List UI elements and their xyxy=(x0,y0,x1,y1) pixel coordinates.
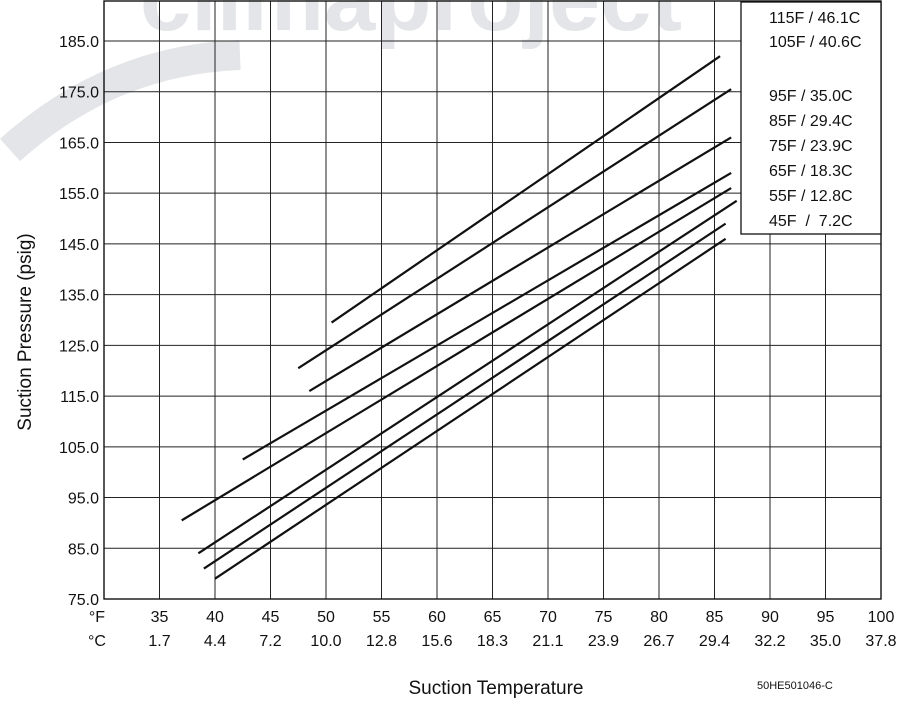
x-tick-label-f: 100 xyxy=(868,609,895,626)
x-tick-label-f: 75 xyxy=(595,609,613,626)
x-tick-label-c: 21.1 xyxy=(532,633,563,650)
legend-entry: 55F / 12.8C xyxy=(769,188,853,205)
y-tick-label: 125.0 xyxy=(59,338,99,355)
legend-entry: 85F / 29.4C xyxy=(769,113,853,130)
legend-entry: 115F / 46.1C xyxy=(769,10,860,27)
x-tick-label-f: 80 xyxy=(650,609,668,626)
series-line xyxy=(330,55,721,324)
x-tick-label-c: 26.7 xyxy=(643,633,674,650)
legend-entry: 45F / 7.2C xyxy=(769,213,853,230)
x-tick-label-f: 60 xyxy=(428,609,446,626)
x-axis-label: Suction Temperature xyxy=(409,678,584,699)
legend-entry: 95F / 35.0C xyxy=(769,88,853,105)
legend-entry: 105F / 40.6C xyxy=(769,34,862,51)
legend-box xyxy=(740,1,882,235)
x-unit-f: °F xyxy=(89,609,105,626)
y-tick-label: 185.0 xyxy=(59,34,99,51)
x-tick-label-f: 95 xyxy=(817,609,835,626)
y-tick-label: 165.0 xyxy=(59,135,99,152)
series-line xyxy=(197,199,738,555)
series-line xyxy=(214,237,727,580)
legend-entry: 65F / 18.3C xyxy=(769,163,853,180)
x-tick-label-c: 18.3 xyxy=(477,633,508,650)
x-tick-label-c: 10.0 xyxy=(310,633,341,650)
x-tick-label-c: 29.4 xyxy=(699,633,730,650)
y-tick-label: 155.0 xyxy=(59,186,99,203)
y-tick-label: 175.0 xyxy=(59,85,99,102)
x-tick-label-c: 12.8 xyxy=(366,633,397,650)
x-tick-label-f: 70 xyxy=(539,609,557,626)
x-tick-label-f: 50 xyxy=(317,609,335,626)
x-tick-label-c: 35.0 xyxy=(810,633,841,650)
x-tick-label-c: 15.6 xyxy=(421,633,452,650)
series-line xyxy=(308,136,732,392)
x-tick-label-c: 7.2 xyxy=(259,633,281,650)
y-tick-label: 115.0 xyxy=(60,389,99,406)
x-tick-label-c: 32.2 xyxy=(754,633,785,650)
y-tick-label: 135.0 xyxy=(59,288,99,305)
x-tick-label-f: 85 xyxy=(706,609,724,626)
x-tick-label-f: 45 xyxy=(262,609,280,626)
x-tick-label-f: 90 xyxy=(761,609,779,626)
y-tick-label: 75.0 xyxy=(68,592,99,609)
x-tick-label-f: 40 xyxy=(206,609,224,626)
x-tick-label-f: 55 xyxy=(373,609,391,626)
x-unit-c: °C xyxy=(88,633,106,650)
series-line xyxy=(297,88,732,370)
x-tick-label-c: 4.4 xyxy=(204,633,226,650)
legend-entry: 75F / 23.9C xyxy=(769,138,853,155)
x-tick-label-f: 65 xyxy=(484,609,502,626)
series-line xyxy=(242,171,732,461)
series-line xyxy=(203,222,727,570)
figure-code: 50HE501046-C xyxy=(757,680,833,692)
x-tick-label-c: 23.9 xyxy=(588,633,619,650)
y-tick-label: 85.0 xyxy=(68,541,99,558)
y-tick-label: 105.0 xyxy=(59,440,99,457)
legend: 115F / 46.1C 105F / 40.6C 95F / 35.0C 85F /… xyxy=(740,1,882,235)
plot-frame xyxy=(103,0,882,600)
x-tick-label-f: 35 xyxy=(151,609,169,626)
y-tick-label: 145.0 xyxy=(59,237,99,254)
x-tick-label-c: 1.7 xyxy=(148,633,170,650)
y-tick-label: 95.0 xyxy=(68,491,99,508)
series-line xyxy=(181,187,732,522)
x-tick-label-c: 37.8 xyxy=(865,633,896,650)
y-axis-label: Suction Pressure (psig) xyxy=(15,233,36,430)
